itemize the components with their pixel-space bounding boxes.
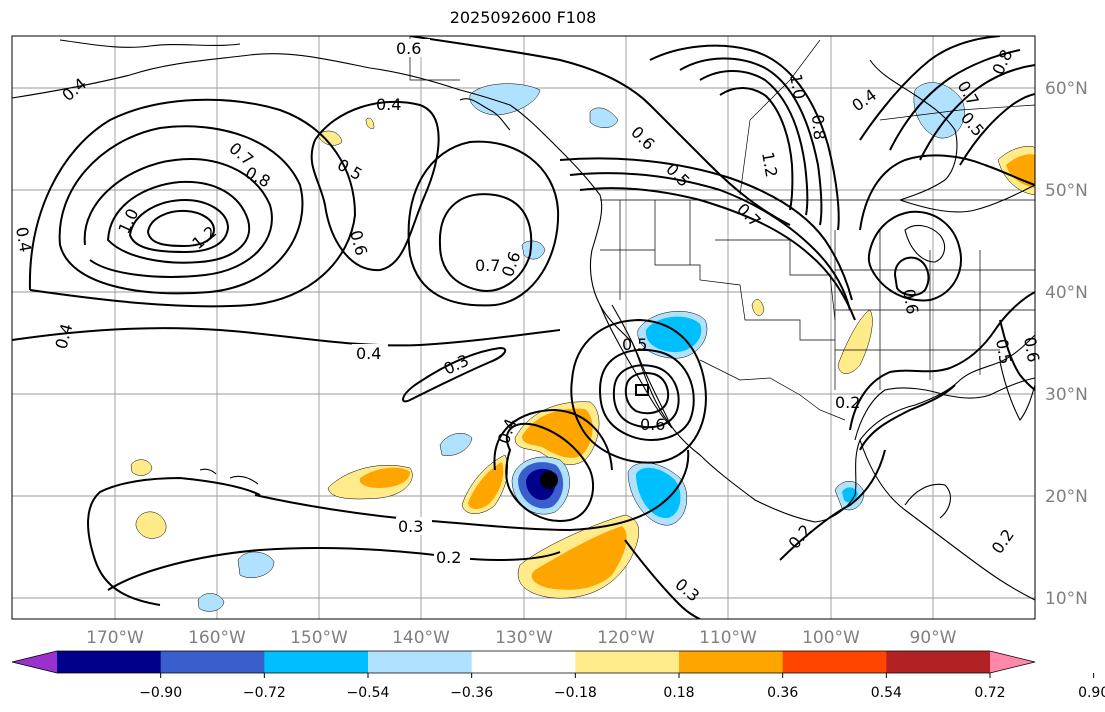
- latitude-labels: 60°N 50°N 40°N 30°N 20°N 10°N: [1045, 79, 1088, 609]
- shade-warm-plains: [751, 299, 765, 316]
- map-title: 2025092600 F108: [449, 8, 597, 27]
- coastline-islands1: [459, 98, 511, 131]
- colorbar: −0.90 −0.72 −0.54 −0.36 −0.18 0.18 0.36 0.54 0.7…: [11, 650, 1105, 701]
- contour-label-0-6-east: 0.6: [1020, 335, 1043, 363]
- shade-warm-south-core: [531, 526, 627, 590]
- colorbar-box: [264, 651, 369, 673]
- contour-label-0-5-east: 0.5: [992, 337, 1015, 365]
- contour-label-0-3-south: 0.3: [398, 517, 423, 536]
- lon-label-140w: 140°W: [392, 628, 450, 648]
- colorbar-box: [57, 651, 162, 673]
- colorbar-tick-label: −0.90: [139, 685, 182, 701]
- coastline-yucatan: [904, 483, 951, 519]
- lat-label-20n: 20°N: [1045, 487, 1088, 507]
- shade-cool-bc: [589, 107, 619, 128]
- shade-cool-mid1: [439, 433, 473, 456]
- colorbar-ticks: −0.90 −0.72 −0.54 −0.36 −0.18 0.18 0.36 0.54 0.7…: [139, 673, 1105, 701]
- shade-warm-far-west: [135, 511, 167, 539]
- colorbar-extend-min: [12, 651, 57, 673]
- colorbar-tick-label: −0.18: [554, 685, 597, 701]
- coastline-canada-east: [899, 184, 1035, 213]
- storm-center: [540, 471, 558, 489]
- colorbar-box: [782, 651, 887, 673]
- lon-label-150w: 150°W: [290, 628, 348, 648]
- lon-label-170w: 170°W: [86, 628, 144, 648]
- lon-label-160w: 160°W: [188, 628, 246, 648]
- contour-lines: [12, 36, 1035, 619]
- coastline-great-lakes: [904, 224, 946, 263]
- lon-label-130w: 130°W: [495, 628, 553, 648]
- contour-label-0-2-gulf: 0.2: [835, 393, 860, 412]
- shade-warm-pac1: [317, 130, 343, 146]
- colorbar-extend-max: [990, 651, 1035, 673]
- lon-label-110w: 110°W: [699, 628, 757, 648]
- lat-label-10n: 10°N: [1045, 589, 1088, 609]
- colorbar-tick-label: 0.36: [767, 685, 798, 701]
- lat-label-60n: 60°N: [1045, 79, 1088, 99]
- colorbar-box: [368, 651, 473, 673]
- contour-label-0-2-south: 0.2: [436, 548, 461, 567]
- contour-label-0-6-north: 0.6: [396, 39, 421, 58]
- contour-label-0-4-left-edge: 0.4: [12, 225, 35, 253]
- lat-label-30n: 30°N: [1045, 385, 1088, 405]
- colorbar-tick-label: 0.72: [974, 685, 1005, 701]
- colorbar-box: [160, 651, 265, 673]
- map-frame: [11, 35, 1036, 620]
- colorbar-boxes: [11, 650, 1036, 674]
- colorbar-tick-label: 0.18: [663, 685, 694, 701]
- coastline-hawaii: [199, 468, 259, 485]
- coastline-baja: [599, 304, 673, 429]
- shade-cool-gulf-core: [842, 487, 858, 503]
- shade-warm-far-west2: [130, 459, 153, 476]
- colorbar-tick-label: −0.36: [450, 685, 493, 701]
- contour-label-1-2-canada: 1.2: [758, 150, 781, 178]
- contour-label-0-8-canada: 0.8: [808, 114, 829, 141]
- contour-label-1-0-canada: 1.0: [786, 72, 809, 100]
- longitude-labels: 170°W 160°W 150°W 140°W 130°W 120°W 110°…: [86, 628, 957, 648]
- shade-cool-east-core: [636, 467, 681, 519]
- contour-label-0-6-midwest: 0.6: [899, 287, 922, 315]
- lon-label-90w: 90°W: [910, 628, 957, 648]
- coastline-aleutian: [59, 39, 241, 48]
- coastline-florida: [999, 361, 1035, 421]
- shade-warm-texas: [837, 309, 873, 374]
- lat-label-40n: 40°N: [1045, 283, 1088, 303]
- shade-cool-sw2: [197, 593, 225, 612]
- colorbar-box: [471, 651, 576, 673]
- lon-label-100w: 100°W: [802, 628, 860, 648]
- shade-cool-alaska: [469, 83, 541, 116]
- colorbar-tick-label: 0.54: [871, 685, 902, 701]
- contour-label-0-4-gulf-alaska: 0.4: [376, 95, 401, 114]
- contour-label-0-4-central: 0.4: [356, 344, 381, 363]
- colorbar-box: [679, 651, 784, 673]
- shade-warm-newfoundland-core: [1006, 154, 1035, 188]
- coastline-central-america: [859, 439, 1035, 601]
- colorbar-tick-label: 0.90: [1078, 685, 1105, 701]
- colorbar-tick-label: −0.72: [243, 685, 286, 701]
- shade-cool-sw1: [237, 551, 275, 578]
- shade-warm-central-core: [359, 467, 410, 488]
- colorbar-tick-label: −0.54: [347, 685, 390, 701]
- colorbar-outline: [11, 650, 1036, 674]
- contour-label-0-7-mid: 0.7: [475, 256, 500, 275]
- shade-warm-north-core: [522, 408, 593, 458]
- lon-label-120w: 120°W: [597, 628, 655, 648]
- shade-warm-west-core: [468, 462, 504, 510]
- lat-label-50n: 50°N: [1045, 181, 1088, 201]
- colorbar-box: [886, 651, 991, 673]
- contour-label-0-6-baja: 0.6: [640, 415, 665, 434]
- contour-label-0-5-baja: 0.5: [622, 335, 647, 354]
- colorbar-box: [575, 651, 680, 673]
- shade-warm-pac2: [365, 117, 375, 129]
